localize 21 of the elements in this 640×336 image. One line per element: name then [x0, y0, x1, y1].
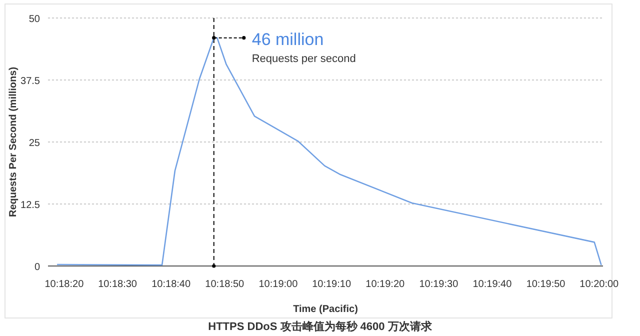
text: HTTPS DDoS 攻击峰值为每秒 4600 万次请求 [208, 320, 433, 333]
y-tick-label: 12.5 [20, 200, 40, 211]
x-tick-label: 10:18:50 [205, 279, 245, 290]
y-tick-label: 25 [28, 138, 40, 149]
x-axis-title: Time (Pacific) [293, 304, 358, 315]
x-tick-label: 10:19:20 [366, 279, 406, 290]
annotation: Requests per second [252, 52, 356, 65]
y-tick-label: 37.5 [20, 76, 40, 87]
y-axis-title: Requests Per Second (millions) [8, 66, 19, 218]
y-tick-label: 0 [34, 262, 40, 273]
x-tick-label: 10:18:30 [98, 279, 138, 290]
x-tick-label: 10:20:00 [580, 279, 620, 290]
x-tick-label: 10:19:30 [419, 279, 459, 290]
annotation: 46 million [252, 30, 324, 49]
x-tick-label: 10:19:50 [526, 279, 566, 290]
x-tick-label: 10:19:40 [472, 279, 512, 290]
x-tick-label: 10:18:40 [152, 279, 191, 290]
x-tick-label: 10:18:20 [44, 279, 84, 290]
x-tick-label: 10:19:10 [312, 279, 352, 290]
y-tick-label: 50 [28, 14, 40, 25]
x-tick-label: 10:19:00 [258, 279, 298, 290]
